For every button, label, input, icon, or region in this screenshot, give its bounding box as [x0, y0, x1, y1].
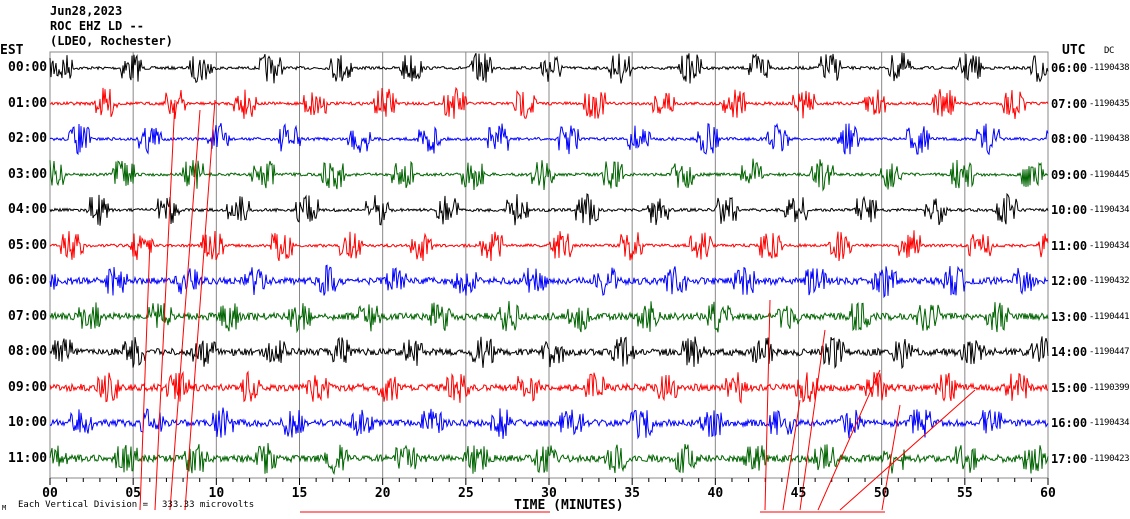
- x-tick-label: 35: [624, 486, 640, 501]
- utc-row-label: 07:00: [1051, 96, 1088, 111]
- x-tick-label: 15: [292, 486, 308, 501]
- est-row-label: 11:00: [8, 450, 48, 466]
- x-tick-label: 45: [791, 486, 807, 501]
- trace-row-0800: [49, 336, 1049, 370]
- dc-offset-label: -1190441: [1089, 311, 1130, 322]
- x-tick-label: 40: [708, 486, 724, 501]
- est-row-label: 07:00: [8, 308, 48, 324]
- est-row-label: 09:00: [8, 379, 48, 395]
- utc-row-label: 10:00: [1051, 203, 1088, 217]
- est-row-label: 08:00: [8, 344, 48, 359]
- dc-offset-label: -1190434: [1089, 205, 1130, 215]
- est-row-label: 01:00: [8, 95, 48, 111]
- clipped-trace-line: [184, 99, 216, 511]
- trace-row-1100: [49, 442, 1049, 475]
- date-label: Jun28,2023: [50, 4, 123, 18]
- utc-row-label: 13:00: [1051, 309, 1088, 324]
- clipped-trace-line: [799, 329, 826, 511]
- est-row-label: 05:00: [8, 237, 48, 253]
- dc-offset-label: -1190434: [1089, 240, 1130, 251]
- trace-row-0600: [49, 264, 1049, 299]
- clipped-trace-line: [154, 99, 176, 511]
- clipped-trace-line: [881, 404, 901, 511]
- trace-row-0700: [49, 301, 1049, 334]
- utc-label: UTC: [1062, 43, 1086, 58]
- est-row-label: 06:00: [8, 273, 48, 288]
- utc-row-label: 08:00: [1051, 132, 1088, 146]
- trace-row-0500: [49, 230, 1049, 262]
- utc-row-label: 06:00: [1051, 61, 1088, 75]
- x-tick-label: 05: [125, 486, 141, 501]
- est-row-label: 02:00: [8, 131, 48, 146]
- dc-offset-label: -1190438: [1089, 134, 1130, 144]
- x-tick-label: 60: [1040, 486, 1056, 501]
- x-tick-label: 25: [458, 486, 474, 501]
- clipped-trace-line: [839, 389, 976, 511]
- scale-value: 333.33 microvolts: [162, 500, 255, 510]
- trace-row-0300: [49, 158, 1049, 192]
- trace-row-0900: [49, 370, 1049, 405]
- dc-offset-label: -1190434: [1089, 418, 1130, 428]
- est-row-label: 04:00: [8, 202, 48, 217]
- utc-row-label: 11:00: [1051, 238, 1088, 253]
- utc-row-label: 15:00: [1051, 380, 1088, 395]
- x-tick-label: 20: [375, 486, 391, 501]
- x-axis-title: TIME (MINUTES): [514, 498, 624, 513]
- est-label: EST: [0, 43, 24, 58]
- station-label: ROC EHZ LD --: [50, 19, 144, 33]
- x-tick-label: 30: [541, 486, 557, 501]
- utc-row-label: 12:00: [1051, 274, 1088, 288]
- dc-offset-label: -1190435: [1089, 98, 1130, 109]
- x-tick-label: 00: [42, 486, 58, 501]
- clipped-trace-line: [169, 109, 201, 511]
- est-row-label: 10:00: [8, 415, 48, 430]
- dc-offset-label: -1190445: [1089, 169, 1130, 180]
- utc-row-label: 14:00: [1051, 345, 1088, 359]
- trace-row-0200: [49, 122, 1049, 156]
- x-tick-label: 10: [209, 486, 225, 501]
- dc-offset-label: -1190432: [1089, 276, 1130, 286]
- dc-offset-label: -1190423: [1089, 453, 1130, 464]
- network-label: (LDEO, Rochester): [50, 34, 173, 48]
- trace-row-0400: [49, 192, 1049, 226]
- est-row-label: 00:00: [8, 60, 48, 75]
- clipped-trace-line: [139, 239, 151, 511]
- trace-row-0000: [49, 52, 1049, 84]
- dc-label: DC: [1104, 46, 1115, 56]
- dc-offset-label: -1190447: [1089, 347, 1130, 357]
- x-tick-label: 55: [957, 486, 973, 501]
- trace-row-1000: [49, 407, 1049, 440]
- dc-offset-label: -1190399: [1089, 382, 1130, 393]
- utc-row-label: 16:00: [1051, 416, 1088, 430]
- utc-row-label: 17:00: [1051, 451, 1088, 466]
- clipped-trace-line: [817, 369, 881, 511]
- est-row-label: 03:00: [8, 166, 48, 182]
- clipped-trace-line: [764, 299, 771, 511]
- x-tick-label: 50: [874, 486, 890, 501]
- dc-offset-label: -1190438: [1089, 63, 1130, 73]
- clipped-trace-line: [782, 399, 801, 511]
- scale-note: Each Vertical Division =: [18, 500, 149, 510]
- utc-row-label: 09:00: [1051, 167, 1088, 182]
- corner-mark: M: [2, 504, 7, 512]
- trace-row-0100: [49, 86, 1049, 120]
